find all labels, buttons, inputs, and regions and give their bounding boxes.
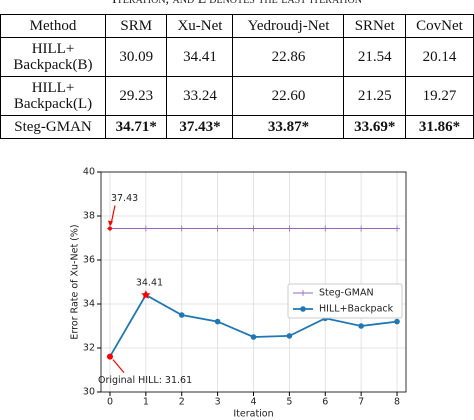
x-tick-label: 8	[394, 397, 400, 408]
annotation: 34.41	[136, 277, 163, 288]
marker	[214, 225, 221, 232]
cell: 33.69*	[343, 115, 406, 139]
marker	[358, 323, 364, 329]
marker	[250, 225, 257, 232]
marker	[394, 225, 401, 232]
x-tick-label: 4	[250, 397, 256, 408]
header-cell: SRNet	[343, 14, 406, 38]
x-tick-label: 6	[322, 397, 328, 408]
marker	[178, 225, 185, 232]
cell: 31.86*	[404, 115, 474, 139]
x-tick-label: 3	[215, 397, 221, 408]
y-tick-label: 36	[83, 255, 95, 266]
annotation-arrowhead	[107, 220, 113, 227]
x-tick-label: 2	[179, 397, 185, 408]
y-tick-label: 38	[83, 211, 95, 222]
legend-marker	[300, 306, 306, 312]
cell: 33.24	[166, 76, 234, 116]
results-table: Method SRM Xu-Net Yedroudj-Net SRNet Cov…	[0, 14, 474, 139]
cell: Steg-GMAN	[0, 115, 106, 139]
legend-label: Steg-GMAN	[319, 288, 374, 299]
marker	[178, 312, 185, 318]
y-tick-label: 34	[83, 299, 95, 310]
x-tick-label: 5	[286, 397, 292, 408]
x-tick-label: 7	[358, 397, 364, 408]
marker	[142, 225, 149, 232]
marker	[358, 225, 365, 232]
header-cell: Yedroudj-Net	[232, 14, 345, 38]
marker	[250, 334, 257, 340]
y-axis-label: Error Rate of Xu-Net (%)	[70, 224, 81, 339]
y-tick-label: 32	[83, 343, 95, 354]
marker	[214, 318, 221, 325]
cell: 29.23	[104, 76, 168, 116]
annotation-arrow	[112, 359, 125, 373]
cell: 21.54	[343, 37, 406, 77]
highlight	[106, 353, 113, 360]
cell: 34.71*	[104, 115, 168, 139]
legend-label: HILL+Backpack	[319, 304, 394, 315]
header-cell: Xu-Net	[166, 14, 234, 38]
header-cell: CovNet	[404, 14, 474, 38]
cell: 37.43*	[166, 115, 234, 139]
annotation: Original HILL: 31.61	[98, 375, 192, 386]
caption: Iteration, and L denotes the last iterat…	[0, 0, 474, 8]
header-row: Method SRM Xu-Net Yedroudj-Net SRNet Cov…	[0, 14, 474, 38]
y-tick-label: 30	[83, 387, 95, 398]
highlight	[107, 226, 112, 231]
y-tick-label: 40	[83, 167, 95, 178]
marker	[322, 225, 329, 232]
marker	[286, 225, 293, 232]
plot-frame	[100, 171, 407, 393]
legend-box	[287, 283, 403, 319]
highlight-star	[141, 289, 151, 300]
x-axis-label: Iteration	[233, 409, 273, 420]
marker	[286, 333, 293, 339]
x-tick-label: 1	[143, 397, 149, 408]
cell: 22.60	[232, 76, 345, 116]
row: HILL+ Backpack(B) 30.09 34.41 22.86 21.5…	[0, 37, 474, 77]
cell: 22.86	[232, 37, 345, 77]
annotation: 37.43	[111, 193, 138, 204]
row: HILL+ Backpack(L) 29.23 33.24 22.60 21.2…	[0, 76, 474, 116]
legend-marker	[300, 290, 306, 296]
header-cell: Method	[0, 14, 106, 38]
x-tick-label: 0	[107, 397, 113, 408]
header-cell: SRM	[104, 14, 168, 38]
cell: 33.87*	[232, 115, 345, 139]
marker	[394, 318, 400, 325]
row: Steg-GMAN 34.71* 37.43* 33.87* 33.69* 31…	[0, 115, 474, 139]
cell: HILL+ Backpack(B)	[0, 37, 106, 77]
cell: 20.14	[404, 37, 474, 77]
